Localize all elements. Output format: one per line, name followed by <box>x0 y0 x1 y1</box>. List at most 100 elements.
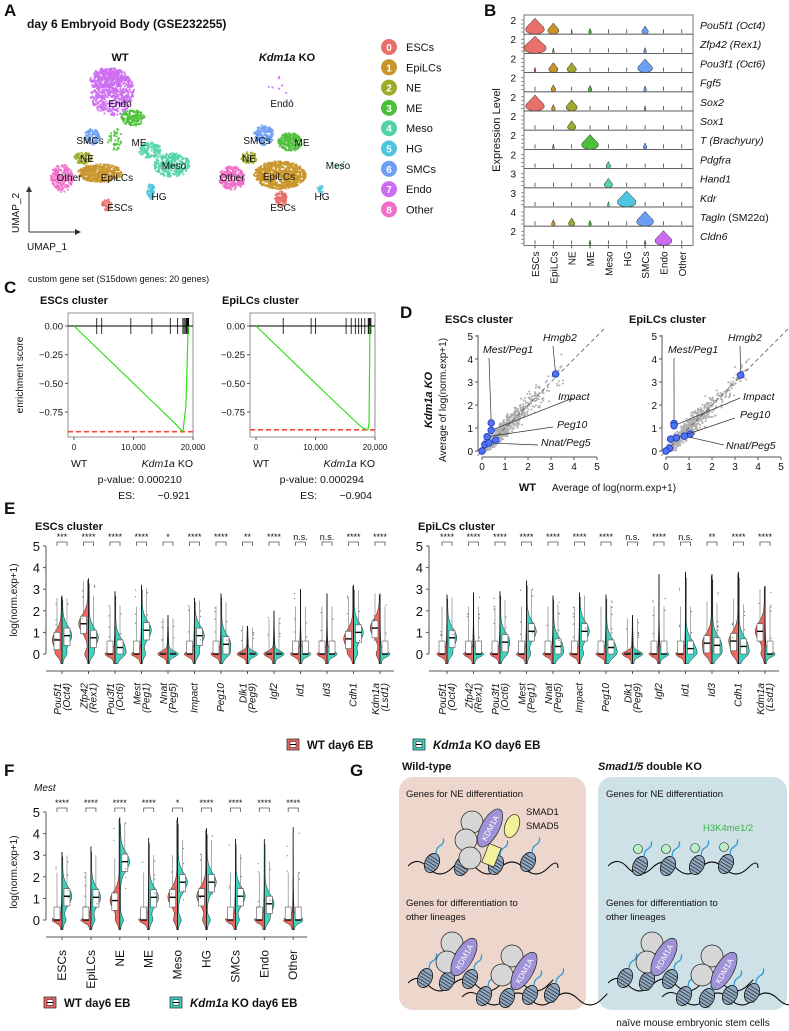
umap-cell-dot <box>296 183 299 187</box>
umap-cell-dot <box>257 127 260 130</box>
umap-cell-dot <box>113 130 116 133</box>
umap-cell-dot <box>150 153 153 157</box>
legend-cluster-name: EpiLCs <box>406 62 442 74</box>
umap-cell-dot <box>54 167 57 170</box>
umap-cell-dot <box>270 184 274 187</box>
pvalue-value: 0.000294 <box>320 474 364 486</box>
x-tick-label: 20,000 <box>181 443 206 452</box>
umap-cell-dot <box>112 134 116 137</box>
umap-cell-dot <box>116 138 120 141</box>
umap-cell-dot <box>75 153 78 156</box>
umap-cell-dot <box>141 149 144 152</box>
umap-cell-dot <box>186 163 189 166</box>
umap-cell-dot <box>146 189 149 192</box>
ko-gene: Kdm1a <box>259 52 296 64</box>
umap-cell-dot <box>111 102 114 105</box>
umap-cell-dot <box>120 73 123 76</box>
umap-cell-dot <box>119 97 122 100</box>
umap-cell-dot <box>126 104 129 107</box>
legend-cluster-name: ESCs <box>406 42 435 54</box>
umap-cell-dot <box>260 168 264 171</box>
umap-cell-dot <box>103 112 106 115</box>
umap-cell-dot <box>287 182 290 186</box>
umap-cell-dot <box>112 98 116 102</box>
y-tick-label: 5 <box>467 332 473 343</box>
umap-cell-dot <box>109 109 112 112</box>
gene-point <box>517 407 520 410</box>
y-tick-label: −0.50 <box>39 379 63 390</box>
umap-cell-dot <box>115 97 119 100</box>
umap-cell-dot <box>97 133 100 136</box>
umap-cell-dot <box>107 141 110 144</box>
violin-ME-Tagln <box>588 219 592 227</box>
umap-cell-dot <box>130 80 134 83</box>
umap-cell-dot <box>255 178 258 181</box>
umap-cell-dot <box>97 109 100 112</box>
umap-cell-dot <box>256 169 260 172</box>
umap-cell-dot <box>88 173 91 176</box>
ko-gene: Kdm1a <box>142 458 175 470</box>
umap-cell-dot <box>140 122 143 125</box>
umap-cell-dot <box>92 165 95 168</box>
gene-label: Zfp42 (Rex1) <box>699 39 761 51</box>
umap-cell-dot <box>319 187 323 190</box>
umap-cell-dot <box>99 82 102 85</box>
umap-cell-dot <box>115 70 118 73</box>
umap-cell-dot <box>97 176 100 179</box>
y-tick-label: 0.00 <box>45 322 64 333</box>
umap-cell-dot <box>109 136 112 139</box>
umap-cell-dot <box>90 133 93 136</box>
umap-cell-dot <box>66 188 70 191</box>
umap-cell-dot <box>120 78 124 82</box>
violin-SMCs-T <box>643 142 648 150</box>
umap-cell-dot <box>263 131 266 134</box>
umap-cell-dot <box>144 156 147 159</box>
umap-cell-dot <box>73 155 76 158</box>
umap-cell-dot <box>293 185 296 188</box>
umap-cell-dot <box>182 173 185 176</box>
scatter-title: ESCs cluster <box>445 314 514 326</box>
umap-cell-dot <box>59 168 62 171</box>
gene-point <box>541 397 544 400</box>
umap-cell-dot <box>119 87 122 90</box>
gene-label: Sox2 <box>700 97 724 109</box>
umap-cell-dot <box>89 133 92 136</box>
umap-cell-dot <box>116 78 119 82</box>
violin-SMCs-Sox2 <box>643 104 647 112</box>
umap-cell-dot <box>110 70 114 73</box>
legend-cluster-name: Endo <box>406 184 432 196</box>
umap-cell-dot <box>85 140 88 143</box>
umap-cell-dot <box>290 185 294 188</box>
y-axis-label: Expression Level <box>491 88 503 172</box>
umap-cell-dot <box>110 68 113 71</box>
umap-cell-dot <box>280 141 283 144</box>
umap-cell-dot <box>112 114 115 117</box>
x-tick-label: ME <box>586 251 597 266</box>
gene-point <box>535 384 538 387</box>
gene-point <box>540 401 543 404</box>
gene-name: Zfp42 <box>699 39 727 51</box>
gene-point <box>519 403 522 406</box>
umap-cell-dot <box>285 163 289 166</box>
umap-cell-dot <box>124 112 128 115</box>
legend-cluster-name: Other <box>406 204 434 216</box>
umap-cell-dot <box>101 85 105 88</box>
umap-cell-dot <box>283 143 286 146</box>
violin-NE-Sox2 <box>565 99 578 112</box>
gene-point <box>542 392 545 395</box>
umap-cell-dot <box>65 183 68 186</box>
umap-cell-dot <box>270 135 274 138</box>
x-tick-label: Endo <box>659 251 670 275</box>
umap-cell-dot <box>119 141 122 145</box>
umap-cell-dot <box>97 180 100 183</box>
gsea-title: ESCs cluster <box>40 295 109 307</box>
umap-cell-dot <box>116 76 120 79</box>
umap-cell-dot <box>119 93 123 96</box>
umap-cell-dot <box>106 77 110 80</box>
panel-a-title: day 6 Embryoid Body (GSE232255) <box>27 17 226 31</box>
umap-cell-dot <box>139 117 142 120</box>
umap-cell-dot <box>170 155 173 159</box>
umap-cell-dot <box>271 86 274 89</box>
umap-cell-dot <box>175 155 178 158</box>
gene-point <box>536 396 539 399</box>
